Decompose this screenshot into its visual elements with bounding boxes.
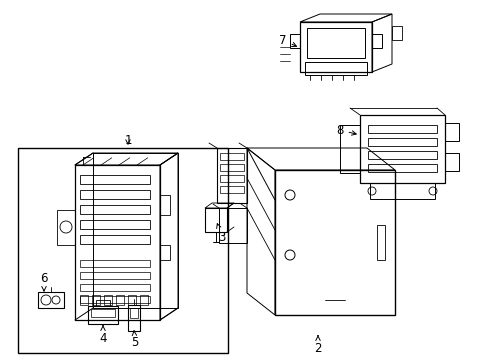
Bar (80, 296, 150, 303)
Bar (128, 295, 136, 305)
Bar (391, 26, 401, 40)
Bar (220, 164, 244, 171)
Bar (91, 309, 115, 317)
Bar (80, 284, 150, 291)
Bar (104, 295, 112, 305)
Bar (92, 295, 100, 305)
Bar (305, 62, 366, 75)
Bar (217, 148, 246, 203)
Bar (160, 245, 170, 260)
Bar (444, 123, 458, 141)
Bar (220, 175, 244, 182)
Bar (130, 308, 138, 318)
Bar (376, 225, 384, 260)
Bar (80, 205, 150, 214)
Text: 2: 2 (314, 336, 321, 355)
Bar (367, 138, 436, 146)
Bar (219, 208, 246, 243)
Bar (80, 235, 150, 244)
Bar (306, 28, 364, 58)
Bar (299, 22, 371, 72)
Bar (18, 148, 227, 353)
Bar (80, 190, 150, 199)
Bar (367, 164, 436, 172)
Bar (88, 306, 118, 324)
Bar (289, 34, 299, 48)
Bar (160, 195, 170, 215)
Bar (80, 175, 150, 184)
Bar (38, 292, 64, 308)
Bar (80, 260, 150, 267)
Bar (359, 115, 444, 183)
Bar (80, 272, 150, 279)
Bar (80, 295, 88, 305)
Text: 8: 8 (336, 123, 356, 136)
Bar (274, 170, 394, 315)
Bar (80, 220, 150, 229)
Text: 3: 3 (216, 224, 225, 243)
Text: 4: 4 (99, 326, 106, 345)
Text: 6: 6 (40, 271, 48, 291)
Bar (128, 305, 140, 331)
Bar (204, 208, 226, 232)
Bar (371, 34, 381, 48)
Bar (367, 151, 436, 159)
Text: 7: 7 (279, 33, 296, 46)
Bar (367, 125, 436, 133)
Text: 5: 5 (131, 331, 139, 350)
Bar (220, 153, 244, 160)
Bar (96, 300, 110, 306)
Text: 1: 1 (124, 134, 131, 147)
Bar (116, 295, 124, 305)
Bar (220, 186, 244, 193)
Bar (444, 153, 458, 171)
Bar (140, 295, 148, 305)
